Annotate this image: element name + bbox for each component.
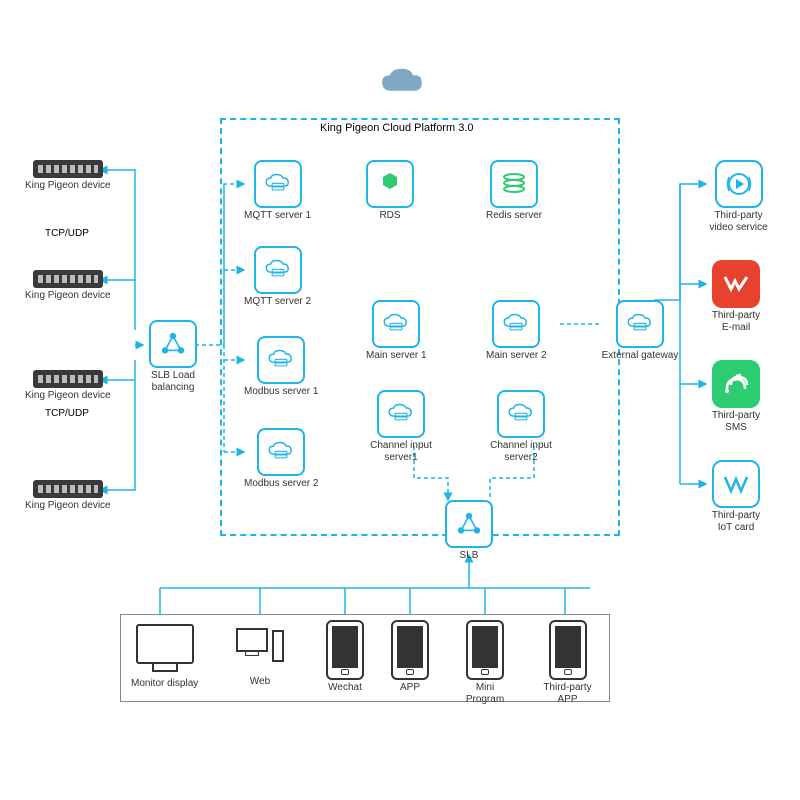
mqtt-server-1: MQTT server 1 — [244, 160, 311, 222]
slb-bottom: SLB — [445, 500, 493, 562]
phone-icon — [466, 620, 504, 680]
third-party-email: Third-party E-mail — [706, 260, 766, 334]
slb-load-balancing: SLB Load balancing — [143, 320, 203, 394]
phone-icon — [391, 620, 429, 680]
client-app: APP — [391, 620, 429, 694]
tcp-udp-label-2: TCP/UDP — [45, 408, 89, 419]
third-party-iot: Third-party IoT card — [706, 460, 766, 534]
device-1: King Pigeon device — [25, 160, 111, 192]
third-party-video: Third-party video service — [706, 160, 771, 234]
top-cloud-icon — [380, 68, 424, 96]
external-gateway: External gateway — [600, 300, 680, 362]
monitor-icon — [136, 624, 194, 664]
platform-title: King Pigeon Cloud Platform 3.0 — [320, 122, 473, 134]
tcp-udp-label-1: TCP/UDP — [45, 228, 89, 239]
mqtt-server-2: MQTT server 2 — [244, 246, 311, 308]
device-icon — [33, 160, 103, 178]
pc-icon — [236, 628, 284, 666]
device-2: King Pigeon device — [25, 270, 111, 302]
device-3: King Pigeon device — [25, 370, 111, 402]
phone-icon — [326, 620, 364, 680]
client-wechat: Wechat — [326, 620, 364, 694]
main-server-1: Main server 1 — [366, 300, 427, 362]
redis-server: Redis server — [486, 160, 542, 222]
modbus-server-2: Modbus server 2 — [244, 428, 318, 490]
client-third-party-app: Third-party APP — [540, 620, 595, 706]
client-mini-program: Mini Program — [456, 620, 514, 706]
device-4: King Pigeon device — [25, 480, 111, 512]
device-icon — [33, 270, 103, 288]
modbus-server-1: Modbus server 1 — [244, 336, 318, 398]
main-server-2: Main server 2 — [486, 300, 547, 362]
device-icon — [33, 480, 103, 498]
rds: RDS — [366, 160, 414, 222]
phone-icon — [549, 620, 587, 680]
client-web: Web — [236, 628, 284, 688]
channel-input-1: Channel input server1 — [366, 390, 436, 464]
channel-input-2: Channel input server2 — [486, 390, 556, 464]
third-party-sms: Third-party SMS — [706, 360, 766, 434]
device-icon — [33, 370, 103, 388]
client-monitor: Monitor display — [131, 624, 198, 690]
